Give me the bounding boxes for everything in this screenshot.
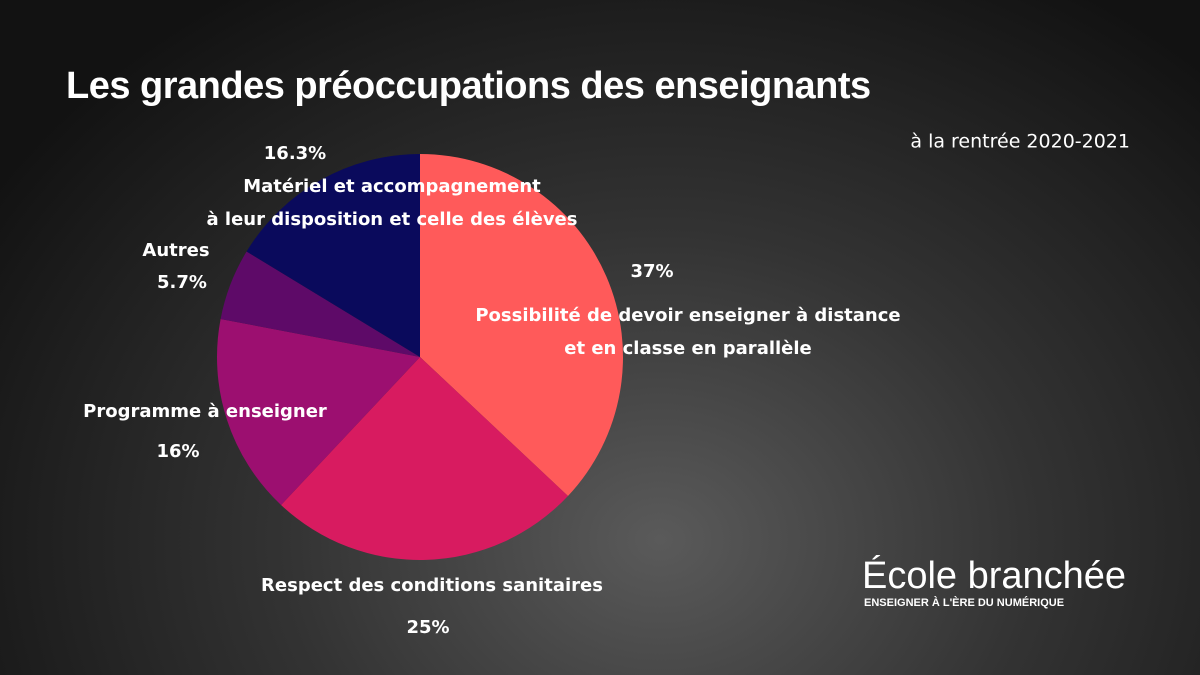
pie-slice (246, 154, 420, 357)
value-label: 37% (630, 261, 673, 282)
logo-name: École branchée (862, 554, 1126, 597)
value-label: 25% (406, 617, 449, 638)
pie-slice (420, 154, 623, 496)
slice-label: Programme à enseigner (83, 401, 327, 422)
value-label: 16% (156, 441, 199, 462)
slice-label: Respect des conditions sanitaires (261, 575, 603, 596)
logo-tagline: ENSEIGNER À L'ÈRE DU NUMÉRIQUE (864, 596, 1064, 609)
value-label: 16.3% (264, 143, 326, 164)
value-label: 5.7% (157, 272, 207, 293)
chart-subtitle: à la rentrée 2020-2021 (910, 131, 1130, 153)
slice-label: Possibilité de devoir enseigner à distan… (475, 305, 900, 359)
pie-slice (220, 251, 420, 357)
chart-title: Les grandes préoccupations des enseignan… (66, 65, 871, 107)
slice-label: Autres (142, 240, 209, 261)
pie-slice (217, 318, 420, 505)
pie-slice (281, 357, 568, 560)
slice-label: Matériel et accompagnement à leur disposi… (207, 176, 578, 230)
